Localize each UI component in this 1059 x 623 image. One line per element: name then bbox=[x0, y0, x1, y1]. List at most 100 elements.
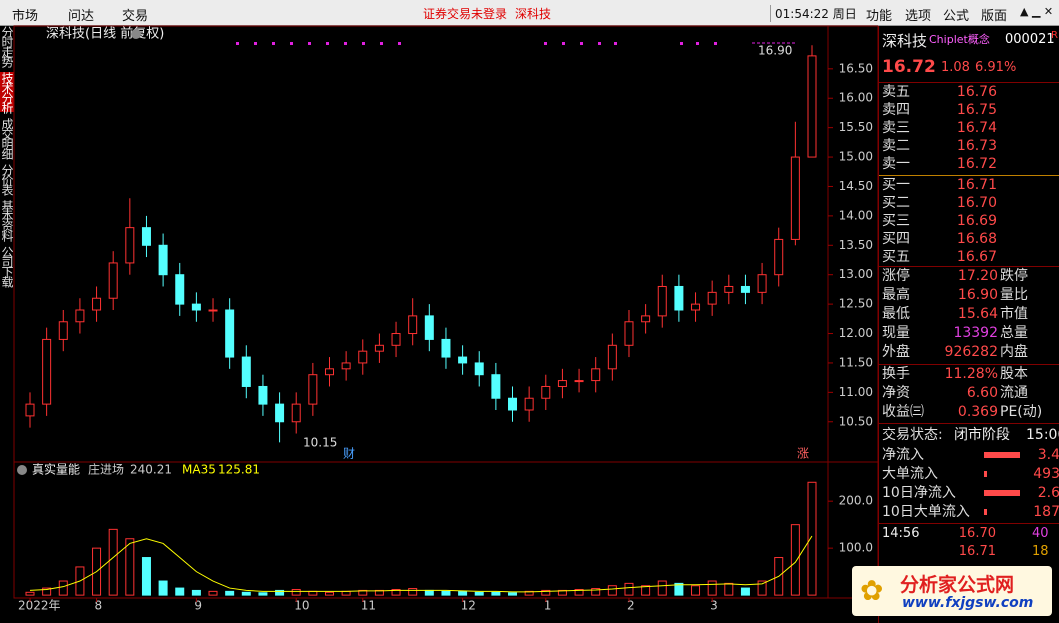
menu-item[interactable]: 市场 bbox=[12, 9, 39, 24]
order-row: 买三 16.69 bbox=[882, 212, 1057, 230]
window-controls[interactable]: ▲ ▁ ✕ bbox=[1020, 5, 1054, 18]
candle-body bbox=[75, 309, 85, 323]
side-tab[interactable]: 技术分析 bbox=[0, 72, 14, 112]
quote-panel: 深科技 Chiplet概念 000021 R 16.72 1.08 6.91% 卖五 16.76… bbox=[878, 26, 1059, 623]
candle-body bbox=[724, 285, 734, 293]
signal-dot bbox=[562, 42, 565, 45]
order-row: 买五 16.67 bbox=[882, 248, 1057, 266]
tick-price: 16.71 bbox=[958, 544, 996, 559]
menu-item[interactable]: 问达 bbox=[68, 9, 95, 24]
status-row: 交易状态: 闭市阶段 15:00 bbox=[882, 426, 1059, 444]
order-row: 卖一 16.72 bbox=[882, 155, 1057, 173]
volume-bar bbox=[508, 592, 518, 596]
volume-bar bbox=[657, 580, 667, 596]
order-price: 16.74 bbox=[956, 120, 997, 136]
side-tab[interactable]: 基本资料 bbox=[0, 200, 14, 240]
order-price: 16.76 bbox=[956, 84, 997, 100]
y-tick-label: 16.00 bbox=[839, 91, 873, 105]
side-tab[interactable]: 分时走势 bbox=[0, 26, 14, 66]
menu-item[interactable]: 选项 bbox=[905, 9, 932, 24]
x-tick-label: 12 bbox=[461, 599, 476, 613]
signal-dot bbox=[714, 42, 717, 45]
side-tab[interactable]: 分价表 bbox=[0, 164, 14, 194]
status-label: 交易状态: bbox=[882, 427, 943, 443]
side-tabs: 分时走势技术分析成交明细分价表基本资料公司下载 bbox=[0, 26, 14, 596]
order-label: 卖三 bbox=[882, 120, 910, 136]
candle-body bbox=[358, 350, 368, 364]
stat-label: 换手 bbox=[882, 366, 910, 382]
volume-bar bbox=[341, 590, 351, 596]
volume-bar bbox=[491, 591, 501, 596]
volume-bar bbox=[441, 590, 451, 596]
candle-body bbox=[408, 315, 418, 335]
y-tick-label: 11.50 bbox=[839, 355, 873, 369]
candle-body bbox=[424, 315, 434, 340]
candle-body bbox=[541, 385, 551, 399]
candle-body bbox=[491, 374, 501, 399]
menu-item[interactable]: 功能 bbox=[866, 9, 893, 24]
signal-dot bbox=[380, 42, 383, 45]
y-tick-label: 15.00 bbox=[839, 150, 873, 164]
flag: R bbox=[1051, 30, 1058, 41]
order-price: 16.67 bbox=[956, 249, 997, 265]
stat-row: 涨停 17.20 跌停 bbox=[882, 267, 1059, 285]
volume-bar bbox=[191, 589, 201, 596]
candle-body bbox=[208, 309, 218, 312]
stat-row: 最高 16.90 量比 bbox=[882, 286, 1059, 304]
tick-row: 14:56 16.70 40 bbox=[882, 525, 1059, 543]
signal-dot bbox=[614, 42, 617, 45]
order-label: 买三 bbox=[882, 213, 910, 229]
stat-label: 总量 bbox=[1000, 325, 1028, 341]
volume-bar bbox=[308, 590, 318, 596]
candle-body bbox=[774, 238, 784, 276]
stat-value: 926282 bbox=[944, 344, 998, 360]
volume-bar bbox=[158, 580, 168, 596]
volume-bar bbox=[591, 588, 601, 596]
volume-bar bbox=[458, 590, 468, 596]
volume-bar bbox=[574, 588, 584, 596]
y-tick-label: 13.50 bbox=[839, 238, 873, 252]
candle-body bbox=[58, 321, 68, 340]
volume-bar bbox=[125, 538, 135, 596]
login-notice: 证券交易未登录 bbox=[423, 7, 508, 21]
order-row: 买二 16.70 bbox=[882, 194, 1057, 212]
candle-body bbox=[92, 297, 102, 311]
candle-body bbox=[275, 403, 285, 423]
stat-label: 股本 bbox=[1000, 366, 1028, 382]
flow-row: 净流入 3.4 bbox=[882, 446, 1059, 464]
menu-item[interactable]: 版面 bbox=[981, 9, 1008, 24]
flow-value: 493 bbox=[1033, 466, 1059, 482]
clock: 01:54:22 周日 bbox=[770, 5, 857, 22]
candle-body bbox=[158, 244, 168, 276]
menu-item[interactable]: 公式 bbox=[943, 9, 970, 24]
change: 1.08 bbox=[941, 60, 970, 75]
dropdown-icon[interactable] bbox=[17, 465, 27, 475]
y-tick-label: 12.50 bbox=[839, 297, 873, 311]
flow-label: 10日大单流入 bbox=[882, 504, 970, 520]
volume-bar bbox=[691, 585, 701, 596]
signal-dot bbox=[598, 42, 601, 45]
side-tab[interactable]: 公司下载 bbox=[0, 246, 14, 286]
stat-label: 涨停 bbox=[882, 268, 910, 284]
order-row: 买四 16.68 bbox=[882, 230, 1057, 248]
y-tick-label: 12.00 bbox=[839, 326, 873, 340]
dropdown-icon[interactable] bbox=[131, 29, 141, 39]
candle-body bbox=[341, 362, 351, 370]
candle-body bbox=[607, 344, 617, 370]
stat-row: 外盘 926282 内盘 bbox=[882, 343, 1059, 361]
logo-text: 分析家公式网 bbox=[900, 574, 1015, 596]
stat-label: 量比 bbox=[1000, 287, 1028, 303]
candle-body bbox=[691, 303, 701, 311]
volume-bar bbox=[141, 557, 151, 596]
candle-body bbox=[624, 321, 634, 346]
order-price: 16.73 bbox=[956, 138, 997, 154]
signal-dot bbox=[290, 42, 293, 45]
y-tick-label: 200.0 bbox=[839, 494, 873, 508]
tick-volume: 40 bbox=[1032, 526, 1049, 541]
menu-item[interactable]: 交易 bbox=[122, 9, 149, 24]
high-annotation: 16.90 bbox=[758, 44, 792, 58]
logo-url: www.fxjgsw.com bbox=[902, 595, 1034, 611]
sep bbox=[879, 523, 1059, 524]
sep bbox=[879, 364, 1059, 365]
side-tab[interactable]: 成交明细 bbox=[0, 118, 14, 158]
